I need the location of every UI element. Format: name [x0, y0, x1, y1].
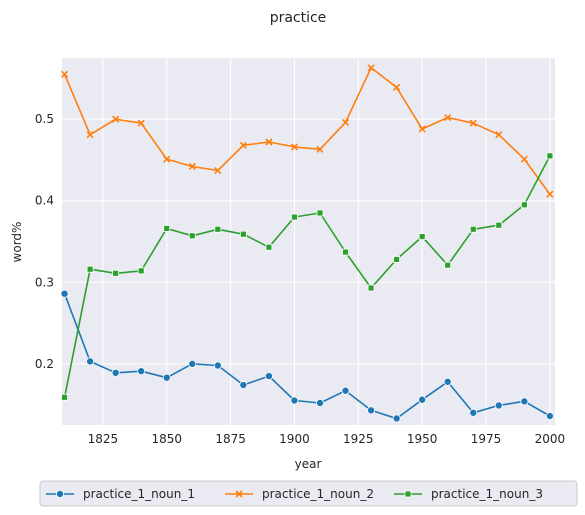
ticks: 1825 1850 1875 1900 1925 1950 1975 2000 0.2 0.3 0.…: [35, 112, 565, 446]
data-point: [418, 395, 427, 404]
x-tick-label: 1850: [151, 432, 182, 446]
x-tick-label: 1875: [215, 432, 246, 446]
data-point: [60, 70, 69, 78]
y-tick-label: 0.2: [35, 357, 54, 371]
x-tick-label: 1925: [343, 432, 374, 446]
data-point: [239, 141, 247, 149]
data-point: [444, 113, 452, 122]
y-tick-label: 0.5: [35, 112, 54, 126]
data-point: [495, 131, 503, 139]
data-point: [188, 162, 196, 171]
series-line: [63, 293, 551, 420]
data-point: [265, 138, 273, 146]
x-tick-label: 1825: [88, 432, 119, 446]
data-point: [163, 155, 171, 163]
data-point: [341, 118, 350, 126]
data-point: [86, 357, 95, 366]
data-point: [290, 396, 299, 405]
legend-marker: [404, 490, 412, 498]
data-point: [111, 368, 120, 377]
series-practice_1_noun_2: [60, 64, 554, 198]
data-point: [86, 265, 94, 273]
series-line: [63, 155, 551, 398]
x-tick-label: 1900: [279, 432, 310, 446]
y-tick-label: 0.4: [35, 194, 54, 208]
data-point: [520, 201, 528, 209]
legend-marker: [235, 490, 243, 498]
data-point: [342, 248, 349, 256]
data-point: [316, 209, 324, 217]
data-point: [137, 367, 146, 376]
data-point: [315, 398, 324, 407]
y-tick-label: 0.3: [35, 275, 54, 289]
x-tick-label: 2000: [535, 432, 566, 446]
data-point: [214, 225, 222, 233]
x-tick-label: 1975: [471, 432, 502, 446]
data-point: [367, 406, 376, 415]
data-point: [112, 269, 120, 277]
data-point: [86, 131, 94, 139]
data-point: [213, 361, 222, 370]
data-point: [60, 289, 69, 298]
data-point: [112, 115, 120, 123]
legend-marker: [56, 489, 65, 498]
data-point: [546, 152, 554, 160]
legend-item: practice_1_noun_1: [46, 487, 195, 501]
data-point: [137, 267, 145, 275]
data-point: [137, 119, 145, 127]
chart-title: practice: [270, 10, 327, 26]
plot-area: [62, 58, 555, 425]
data-point: [214, 166, 222, 175]
data-point: [188, 232, 196, 240]
data-point: [520, 397, 529, 406]
data-point: [188, 359, 197, 368]
data-point: [316, 145, 324, 153]
data-point: [291, 213, 298, 221]
x-axis-label: year: [295, 457, 322, 471]
legend-label: practice_1_noun_1: [83, 487, 195, 501]
legend-item: practice_1_noun_3: [394, 487, 543, 501]
data-point: [264, 372, 273, 381]
data-point: [290, 143, 299, 151]
data-point: [469, 225, 477, 233]
y-axis-label: word%: [10, 222, 24, 263]
legend-label: practice_1_noun_3: [431, 487, 543, 501]
data-point: [444, 261, 452, 269]
data-point: [393, 256, 401, 263]
data-point: [239, 230, 247, 238]
x-tick-label: 1950: [407, 432, 438, 446]
data-point: [367, 64, 375, 72]
data-point: [469, 119, 477, 127]
series-line: [63, 67, 551, 195]
data-point: [393, 83, 401, 91]
legend-frame: [39, 480, 578, 507]
grid: [62, 58, 555, 425]
data-point: [545, 412, 554, 421]
legend-item: practice_1_noun_2: [225, 487, 374, 501]
series-practice_1_noun_3: [61, 152, 554, 401]
data-point: [443, 377, 452, 386]
data-point: [392, 414, 401, 423]
data-point: [367, 284, 375, 292]
series-practice_1_noun_1: [60, 289, 554, 423]
data-point: [265, 243, 273, 251]
data-point: [469, 408, 478, 417]
data-point: [163, 225, 171, 232]
legend: practice_1_noun_1 practice_1_noun_2 practi…: [39, 480, 578, 507]
legend-label: practice_1_noun_2: [262, 487, 374, 501]
data-point: [418, 125, 426, 133]
data-point: [546, 190, 554, 198]
data-point: [418, 233, 426, 241]
data-point: [239, 381, 248, 390]
data-point: [162, 373, 171, 382]
series-layer: [60, 64, 554, 423]
data-point: [61, 393, 68, 401]
data-point: [341, 386, 350, 395]
data-point: [520, 155, 528, 163]
data-point: [494, 401, 503, 410]
data-point: [495, 221, 503, 229]
